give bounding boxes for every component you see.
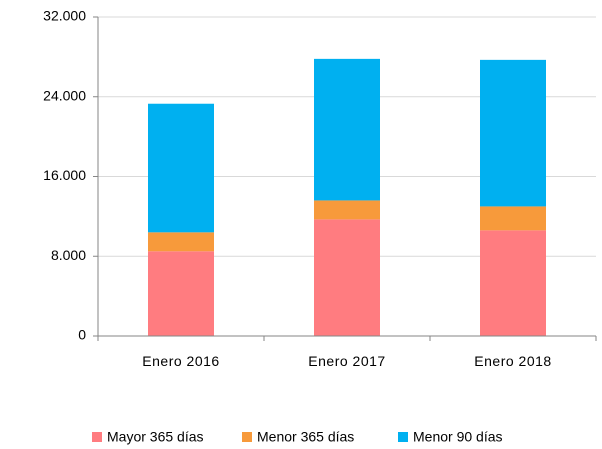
y-tick-label: 16.000 (43, 167, 86, 183)
bar-segment (148, 103, 214, 233)
bar-segment (148, 232, 214, 252)
y-tick-label: 32.000 (43, 8, 86, 24)
legend-label: Menor 365 días (257, 429, 354, 445)
legend-label: Menor 90 días (413, 429, 503, 445)
legend-swatch (398, 432, 408, 442)
legend-label: Mayor 365 días (107, 429, 204, 445)
bar-segment (148, 251, 214, 336)
bar-segment (314, 200, 380, 220)
x-tick-label: Enero 2018 (474, 353, 552, 369)
bar-segment (480, 230, 546, 336)
y-tick-label: 8.000 (51, 247, 86, 263)
legend-swatch (242, 432, 252, 442)
x-tick-label: Enero 2016 (142, 353, 220, 369)
y-tick-label: 0 (78, 327, 86, 343)
legend-swatch (92, 432, 102, 442)
bar-segment (480, 59, 546, 207)
y-tick-label: 24.000 (43, 87, 86, 103)
bar-segment (480, 206, 546, 231)
bar-segment (314, 58, 380, 201)
bar-segment (314, 219, 380, 336)
x-tick-label: Enero 2017 (308, 353, 386, 369)
